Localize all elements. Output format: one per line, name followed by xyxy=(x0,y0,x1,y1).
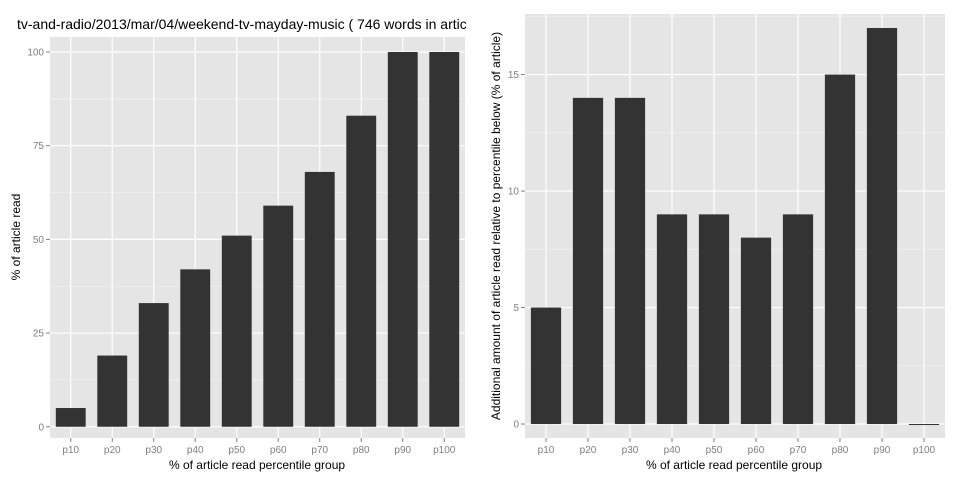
chart-left-title: tv-and-radio/2013/mar/04/weekend-tv-mayd… xyxy=(17,16,467,32)
chart-right-bar-p20 xyxy=(572,97,604,425)
chart-right-bar-p90 xyxy=(866,27,898,425)
chart-right-x-tick-label-p90: p90 xyxy=(874,445,891,456)
chart-right-x-axis-title: % of article read percentile group xyxy=(646,458,822,472)
chart-left-bar-p70 xyxy=(304,171,335,427)
chart-left-x-tick-label-p100: p100 xyxy=(433,445,456,456)
chart-right-bar-p50 xyxy=(698,214,730,425)
chart-right-x-tick-label-p80: p80 xyxy=(832,445,849,456)
chart-left-bar-p60 xyxy=(263,205,294,427)
chart-right-bar-p60 xyxy=(740,237,772,425)
chart-left-bar-p100 xyxy=(429,51,460,427)
chart-right-bar-p10 xyxy=(530,307,562,425)
chart-right-plot: 0 5 10 15 p10 p20 p30 p40 p50 p60 p70 p80 p90 p100 xyxy=(508,14,945,456)
chart-left-x-tick-label-p20: p20 xyxy=(104,445,121,456)
chart-left-bar-p10 xyxy=(55,408,86,427)
chart-right-x-tick-label-p30: p30 xyxy=(622,445,639,456)
chart-right-x-tick-label-p50: p50 xyxy=(706,445,723,456)
chart-right-y-tick-label: 0 xyxy=(513,420,519,431)
chart-right-bar-p30 xyxy=(614,97,646,425)
chart-left-bar-p80 xyxy=(346,115,377,427)
chart-right-bar-p40 xyxy=(656,214,688,425)
chart-left-x-tick-label-p40: p40 xyxy=(187,445,204,456)
chart-right-x-tick-label-p10: p10 xyxy=(538,445,555,456)
chart-left-bar-p30 xyxy=(138,303,169,427)
chart-right-bar-p70 xyxy=(782,214,814,425)
chart-right-bar-p80 xyxy=(824,74,856,425)
chart-left-x-tick-label-p80: p80 xyxy=(353,445,370,456)
chart-right-bar-p100 xyxy=(908,424,940,426)
chart-right-y-tick-label: 15 xyxy=(508,70,520,81)
chart-left-bar-p40 xyxy=(180,269,211,427)
chart-left-x-tick-label-p90: p90 xyxy=(394,445,411,456)
chart-right-x-tick-label-p20: p20 xyxy=(580,445,597,456)
chart-right: 0 5 10 15 p10 p20 p30 p40 p50 p60 p70 p80 p90 p100 % … xyxy=(489,14,945,472)
chart-left-x-tick-label-p30: p30 xyxy=(145,445,162,456)
chart-left-x-tick-label-p70: p70 xyxy=(311,445,328,456)
chart-right-y-axis-title: Additional amount of article read relati… xyxy=(489,32,503,420)
chart-left-x-axis-title: % of article read percentile group xyxy=(169,458,345,472)
chart-right-x-tick-label-p100: p100 xyxy=(913,445,936,456)
chart-left-bar-p90 xyxy=(387,51,418,427)
chart-right-y-tick-label: 10 xyxy=(508,187,520,198)
chart-right-x-tick-label-p60: p60 xyxy=(748,445,765,456)
chart-right-x-tick-label-p70: p70 xyxy=(790,445,807,456)
chart-left-y-tick-label: 100 xyxy=(27,47,44,58)
chart-left-y-tick-label: 0 xyxy=(38,422,44,433)
chart-left-bar-p20 xyxy=(97,355,128,427)
chart-left-y-tick-label: 50 xyxy=(33,235,45,246)
chart-left-x-tick-label-p50: p50 xyxy=(228,445,245,456)
chart-left: tv-and-radio/2013/mar/04/weekend-tv-mayd… xyxy=(9,16,467,472)
chart-left-y-tick-label: 25 xyxy=(33,329,45,340)
chart-left-x-tick-label-p10: p10 xyxy=(62,445,79,456)
chart-right-x-tick-label-p40: p40 xyxy=(664,445,681,456)
chart-left-y-axis-title: % of article read xyxy=(9,194,23,281)
chart-left-y-tick-label: 75 xyxy=(33,141,45,152)
chart-left-plot: 0 25 50 75 100 p10 p20 p30 p40 p50 p60 p70 p80 p90 p10… xyxy=(27,37,465,456)
chart-left-bar-p50 xyxy=(221,235,252,427)
chart-right-y-tick-label: 5 xyxy=(513,303,519,314)
chart-left-x-tick-label-p60: p60 xyxy=(270,445,287,456)
